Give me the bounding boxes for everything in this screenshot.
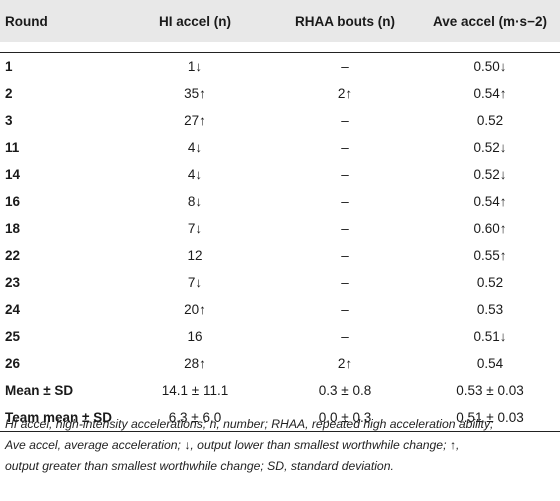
table-row: 23 7↓ – 0.52 bbox=[0, 269, 560, 296]
cell-rhaa: 2↑ bbox=[337, 86, 353, 101]
cell-ave-accel: 0.52↓ bbox=[473, 140, 507, 155]
cell-round: 11 bbox=[5, 140, 20, 155]
cell-ave-accel: 0.52 bbox=[476, 275, 504, 290]
cell-ave-accel: 0.60↑ bbox=[473, 221, 507, 236]
cell-round: Team mean ± SD bbox=[0, 404, 120, 432]
header-rhaa-bouts: RHAA bouts (n) bbox=[295, 13, 395, 29]
cell-round: 14 bbox=[5, 167, 21, 182]
cell-round: 2 bbox=[5, 86, 13, 101]
summary-row-mean: Mean ± SD 14.1 ± 11.1 0.3 ± 0.8 0.53 ± 0… bbox=[0, 377, 560, 404]
header-band bbox=[0, 0, 560, 42]
cell-rhaa: – bbox=[341, 275, 349, 290]
cell-round: 23 bbox=[5, 275, 21, 290]
table-row: 2 35↑ 2↑ 0.54↑ bbox=[0, 80, 560, 107]
cell-ave-accel: 0.51↓ bbox=[473, 329, 507, 344]
table-row: 18 7↓ – 0.60↑ bbox=[0, 215, 560, 242]
cell-ave-accel: 0.54↑ bbox=[473, 194, 507, 209]
cell-rhaa: – bbox=[341, 194, 349, 209]
cell-ave-accel: 0.52 bbox=[476, 113, 504, 128]
cell-rhaa: – bbox=[341, 221, 349, 236]
cell-rhaa: 2↑ bbox=[337, 356, 353, 371]
cell-rhaa: 0.3 ± 0.8 bbox=[318, 383, 372, 398]
cell-round: 3 bbox=[5, 113, 13, 128]
cell-ave-accel: 0.53 ± 0.03 bbox=[456, 383, 524, 398]
cell-round: 18 bbox=[5, 221, 21, 236]
cell-rhaa: – bbox=[341, 113, 349, 128]
cell-rhaa: – bbox=[341, 329, 349, 344]
cell-hi-accel: 28↑ bbox=[184, 356, 206, 371]
cell-round: 22 bbox=[5, 248, 21, 263]
table-row: 16 8↓ – 0.54↑ bbox=[0, 188, 560, 215]
cell-hi-accel: 4↓ bbox=[187, 140, 203, 155]
cell-hi-accel: 14.1 ± 11.1 bbox=[161, 383, 229, 398]
cell-round: 25 bbox=[5, 329, 21, 344]
cell-hi-accel: 12 bbox=[187, 248, 203, 263]
table-row: 1 1↓ – 0.50↓ bbox=[0, 52, 560, 80]
table-row: 26 28↑ 2↑ 0.54 bbox=[0, 350, 560, 377]
cell-round: 16 bbox=[5, 194, 21, 209]
table-row: 3 27↑ – 0.52 bbox=[0, 107, 560, 134]
table-row: 11 4↓ – 0.52↓ bbox=[0, 134, 560, 161]
cell-hi-accel: 27↑ bbox=[184, 113, 206, 128]
cell-ave-accel: 0.52↓ bbox=[473, 167, 507, 182]
header-ave-accel: Ave accel (m·s−2) bbox=[433, 13, 547, 29]
cell-rhaa: – bbox=[341, 302, 349, 317]
cell-round: Mean ± SD bbox=[5, 383, 74, 398]
cell-hi-accel: 4↓ bbox=[187, 167, 203, 182]
cell-hi-accel: 6.3 ± 6.0 bbox=[120, 404, 270, 432]
cell-rhaa: – bbox=[341, 248, 349, 263]
cell-rhaa: – bbox=[341, 140, 349, 155]
cell-hi-accel: 1↓ bbox=[120, 52, 270, 80]
cell-ave-accel: 0.53 bbox=[476, 302, 504, 317]
cell-rhaa: – bbox=[341, 167, 349, 182]
header-hi-accel: HI accel (n) bbox=[158, 13, 232, 29]
cell-ave-accel: 0.54↑ bbox=[473, 86, 507, 101]
header-row: Round HI accel (n) RHAA bouts (n) Ave ac… bbox=[0, 0, 560, 42]
table-row: 24 20↑ – 0.53 bbox=[0, 296, 560, 323]
cell-hi-accel: 7↓ bbox=[187, 275, 203, 290]
table-footnote: HI accel, high-intensity accelerations; … bbox=[5, 414, 557, 477]
cell-hi-accel: 16 bbox=[187, 329, 203, 344]
table-row: 25 16 – 0.51↓ bbox=[0, 323, 560, 350]
cell-hi-accel: 8↓ bbox=[187, 194, 203, 209]
results-table: Round HI accel (n) RHAA bouts (n) Ave ac… bbox=[0, 0, 560, 432]
footnote-line: output greater than smallest worthwhile … bbox=[5, 459, 394, 473]
cell-ave-accel: 0.55↑ bbox=[473, 248, 507, 263]
cell-hi-accel: 20↑ bbox=[184, 302, 206, 317]
summary-row-team-mean: Team mean ± SD 6.3 ± 6.0 0.0 ± 0.3 0.51 … bbox=[0, 404, 560, 432]
cell-ave-accel: 0.51 ± 0.03 bbox=[420, 404, 560, 432]
footnote-line: Ave accel, average acceleration; ↓, outp… bbox=[5, 438, 460, 452]
header-round: Round bbox=[5, 13, 48, 29]
cell-hi-accel: 7↓ bbox=[187, 221, 203, 236]
footnote-line: HI accel, high-intensity accelerations; … bbox=[5, 417, 494, 431]
cell-round: 26 bbox=[5, 356, 21, 371]
cell-ave-accel: 0.54 bbox=[476, 356, 504, 371]
table-row: 22 12 – 0.55↑ bbox=[0, 242, 560, 269]
cell-round: 24 bbox=[5, 302, 21, 317]
spacer-row bbox=[0, 42, 560, 53]
cell-rhaa: 0.0 ± 0.3 bbox=[270, 404, 420, 432]
cell-rhaa: – bbox=[270, 52, 420, 80]
cell-hi-accel: 35↑ bbox=[184, 86, 206, 101]
table-row: 14 4↓ – 0.52↓ bbox=[0, 161, 560, 188]
cell-round: 1 bbox=[0, 52, 120, 80]
cell-ave-accel: 0.50↓ bbox=[420, 52, 560, 80]
